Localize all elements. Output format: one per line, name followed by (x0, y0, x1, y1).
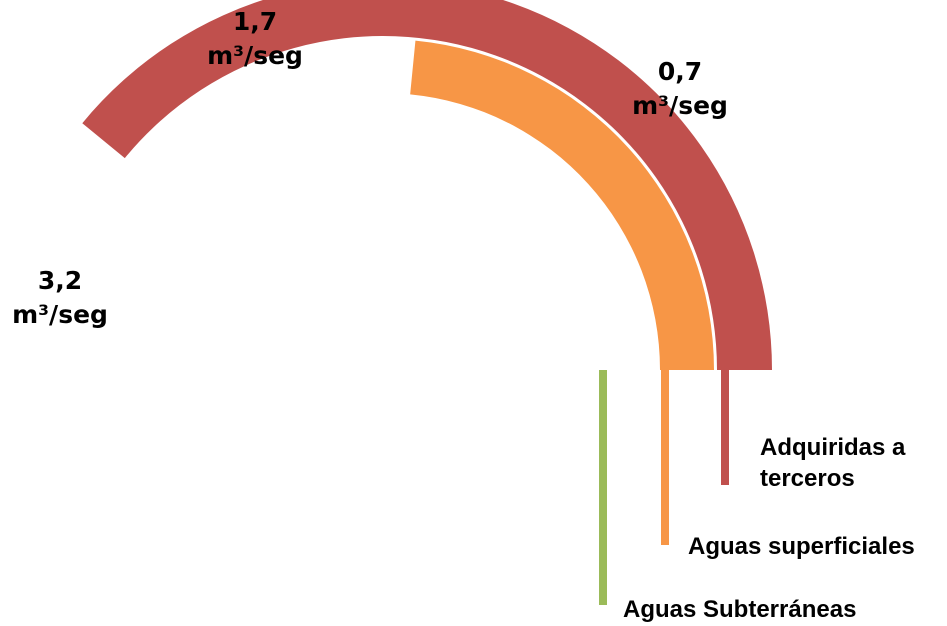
leader-line-aguas-subterraneas (599, 370, 607, 605)
series-label-adquiridas-a-terceros: Adquiridas a terceros (760, 434, 906, 492)
value-label-aguas-superficiales: 1,7 m³/seg (207, 7, 303, 70)
bar-adquiridas-a-terceros (82, 0, 772, 370)
leader-line-aguas-superficiales (661, 370, 669, 545)
leader-line-adquiridas-a-terceros (721, 370, 729, 485)
value-label-adquiridas-a-terceros: 0,7 m³/seg (632, 57, 728, 120)
value-label-aguas-subterraneas: 3,2 m³/seg (12, 266, 108, 329)
series-label-aguas-subterraneas: Aguas Subterráneas (623, 596, 857, 623)
series-label-aguas-superficiales: Aguas superficiales (688, 533, 915, 560)
bar-aguas-superficiales (410, 40, 714, 370)
